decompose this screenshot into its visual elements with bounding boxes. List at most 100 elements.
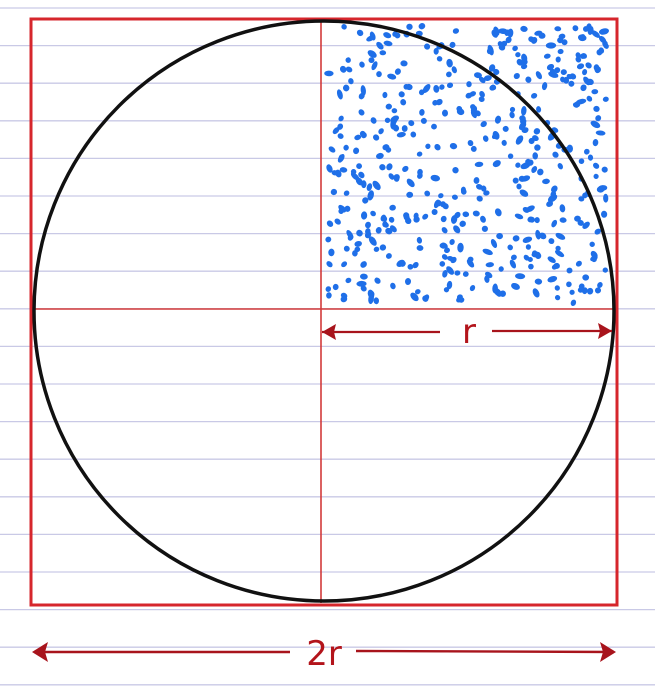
random-point (458, 297, 465, 303)
random-point (368, 293, 374, 305)
random-point (551, 219, 558, 228)
random-point (554, 285, 560, 291)
random-point (452, 28, 460, 34)
random-point (523, 254, 530, 261)
random-point (374, 277, 381, 284)
random-point (423, 294, 430, 301)
diameter-label: 2r (306, 634, 342, 674)
random-point (586, 78, 594, 86)
random-point (420, 117, 427, 124)
random-point (331, 170, 338, 176)
random-point (394, 68, 401, 75)
random-point (572, 25, 579, 32)
random-point (359, 130, 366, 137)
random-point (559, 204, 566, 213)
random-point (557, 163, 564, 170)
random-point (558, 33, 566, 40)
random-point (459, 220, 466, 227)
random-point (402, 165, 409, 172)
random-point (552, 151, 559, 158)
random-point (532, 288, 540, 298)
random-point (498, 266, 504, 272)
random-point (373, 246, 380, 252)
random-point (440, 242, 448, 249)
random-point (492, 283, 498, 294)
random-point (470, 145, 477, 152)
random-point (485, 262, 494, 268)
random-point (549, 68, 556, 75)
random-point (380, 214, 387, 222)
random-point (538, 32, 546, 39)
random-point (555, 245, 561, 252)
random-point (345, 57, 351, 63)
random-point (342, 84, 350, 92)
random-point (479, 91, 485, 98)
random-point (460, 188, 467, 195)
random-point (555, 56, 561, 63)
random-point (542, 178, 550, 185)
random-point (372, 180, 381, 191)
random-point (519, 115, 526, 122)
random-point (371, 61, 378, 71)
random-point (446, 266, 455, 275)
random-point (406, 178, 415, 188)
random-point (580, 84, 587, 92)
random-point (510, 254, 517, 261)
random-point (578, 196, 585, 202)
random-point (441, 254, 448, 260)
random-point (566, 73, 573, 80)
random-point (413, 216, 420, 223)
random-point (596, 186, 605, 193)
random-point (326, 292, 332, 299)
random-point (353, 147, 360, 155)
random-point (439, 84, 445, 90)
random-point (563, 76, 570, 84)
random-point (521, 106, 527, 116)
random-point (393, 174, 400, 181)
random-point (410, 292, 419, 302)
random-point (502, 125, 509, 132)
random-point (593, 64, 600, 71)
random-point (446, 280, 453, 290)
random-point (534, 144, 541, 151)
random-point (336, 89, 343, 100)
arrow-head-icon (600, 642, 616, 662)
random-point (438, 193, 444, 199)
random-point (527, 159, 534, 166)
random-point (334, 218, 341, 225)
random-point (594, 287, 602, 294)
random-point (360, 273, 368, 280)
random-point (372, 134, 380, 141)
random-point (496, 291, 503, 297)
random-point (350, 169, 357, 175)
random-point (355, 177, 363, 186)
random-point (575, 52, 581, 58)
random-point (530, 36, 538, 44)
random-point (566, 144, 574, 153)
random-point (582, 69, 588, 76)
random-point (481, 225, 489, 232)
random-point (379, 164, 386, 171)
random-point (416, 245, 424, 251)
random-point (467, 256, 474, 262)
random-point (370, 210, 376, 217)
random-point (512, 45, 518, 52)
random-point (358, 109, 365, 116)
random-point (337, 133, 344, 139)
random-point (358, 171, 364, 178)
random-point (392, 124, 400, 132)
random-point (360, 261, 367, 268)
random-point (492, 160, 501, 168)
random-point (449, 239, 455, 245)
random-point (555, 232, 566, 240)
random-point (338, 115, 344, 122)
random-point (376, 71, 382, 78)
random-point (338, 208, 344, 214)
random-point (338, 154, 344, 161)
random-point (404, 278, 412, 285)
random-point (388, 173, 395, 180)
random-point (578, 158, 585, 165)
random-point (530, 92, 538, 99)
random-point (450, 215, 458, 224)
